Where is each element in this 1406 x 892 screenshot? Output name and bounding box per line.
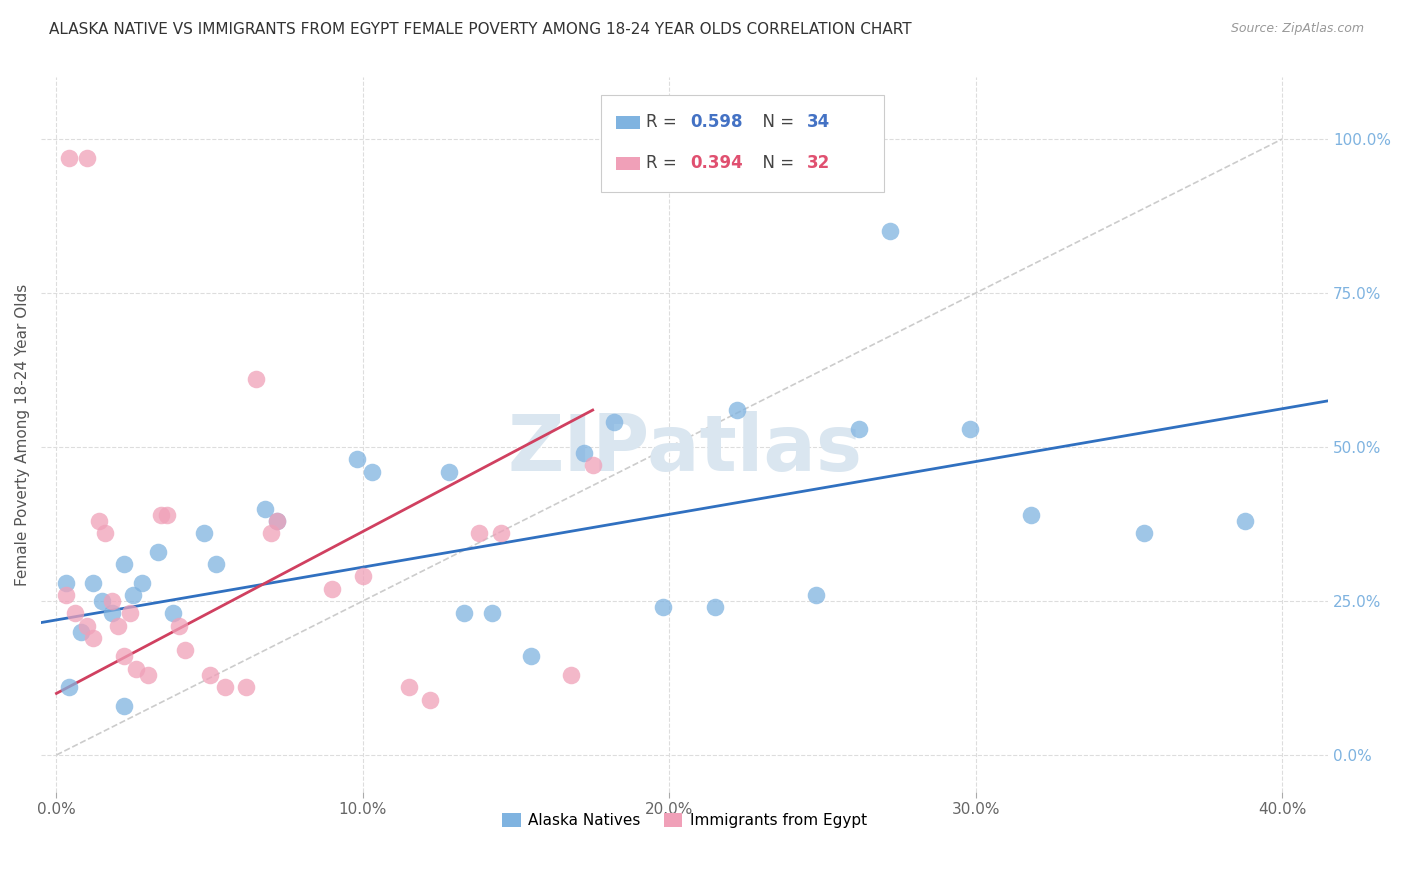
Point [198,668,221,682]
Text: N =: N = [752,113,799,131]
Point [112,649,135,664]
Point [652,600,675,615]
Point [959,421,981,435]
Point [58,680,80,694]
Point [266,514,288,528]
Point [253,501,276,516]
Legend: Alaska Natives, Immigrants from Egypt: Alaska Natives, Immigrants from Egypt [496,807,873,834]
Point [453,607,475,621]
Point [266,514,288,528]
Text: Source: ZipAtlas.com: Source: ZipAtlas.com [1230,22,1364,36]
Point [214,680,236,694]
Point [204,557,226,571]
Point [167,618,190,632]
Point [352,569,374,583]
Point [879,224,901,238]
Point [603,416,626,430]
FancyBboxPatch shape [616,157,640,169]
Y-axis label: Female Poverty Among 18-24 Year Olds: Female Poverty Among 18-24 Year Olds [15,284,30,586]
Point [806,588,828,602]
Point [70,624,93,639]
Point [63,607,86,621]
Point [146,545,169,559]
Point [131,575,153,590]
Text: 0.598: 0.598 [690,113,742,131]
FancyBboxPatch shape [600,95,884,192]
Text: R =: R = [645,113,682,131]
Point [704,600,727,615]
Point [122,588,145,602]
Point [572,446,595,460]
Point [560,668,582,682]
Point [162,607,184,621]
Point [156,508,179,522]
Point [112,698,135,713]
Point [91,594,114,608]
Text: 32: 32 [807,154,830,172]
Point [94,526,117,541]
Point [245,372,267,386]
Point [1019,508,1042,522]
Point [725,403,748,417]
Point [76,151,98,165]
Point [174,643,197,657]
Point [361,465,384,479]
Text: 34: 34 [807,113,830,131]
Point [55,588,77,602]
Point [149,508,172,522]
Point [138,668,160,682]
Text: ALASKA NATIVE VS IMMIGRANTS FROM EGYPT FEMALE POVERTY AMONG 18-24 YEAR OLDS CORR: ALASKA NATIVE VS IMMIGRANTS FROM EGYPT F… [49,22,912,37]
Point [82,631,104,645]
Point [112,557,135,571]
Point [235,680,257,694]
Point [260,526,283,541]
Point [107,618,129,632]
Text: 0.394: 0.394 [690,154,742,172]
Point [118,607,141,621]
Point [89,514,111,528]
Point [582,458,605,473]
Point [82,575,104,590]
Point [398,680,420,694]
Point [76,618,98,632]
Point [520,649,543,664]
Point [346,452,368,467]
Point [1234,514,1257,528]
Point [321,582,343,596]
Point [1133,526,1156,541]
Point [58,151,80,165]
Text: ZIPatlas: ZIPatlas [508,411,862,487]
Point [100,594,122,608]
Point [193,526,215,541]
Point [100,607,122,621]
Point [419,692,441,706]
Text: N =: N = [752,154,799,172]
Point [55,575,77,590]
Point [481,607,503,621]
Text: R =: R = [645,154,682,172]
Point [848,421,870,435]
Point [125,662,148,676]
FancyBboxPatch shape [616,116,640,128]
Point [437,465,460,479]
Point [489,526,512,541]
Point [468,526,491,541]
